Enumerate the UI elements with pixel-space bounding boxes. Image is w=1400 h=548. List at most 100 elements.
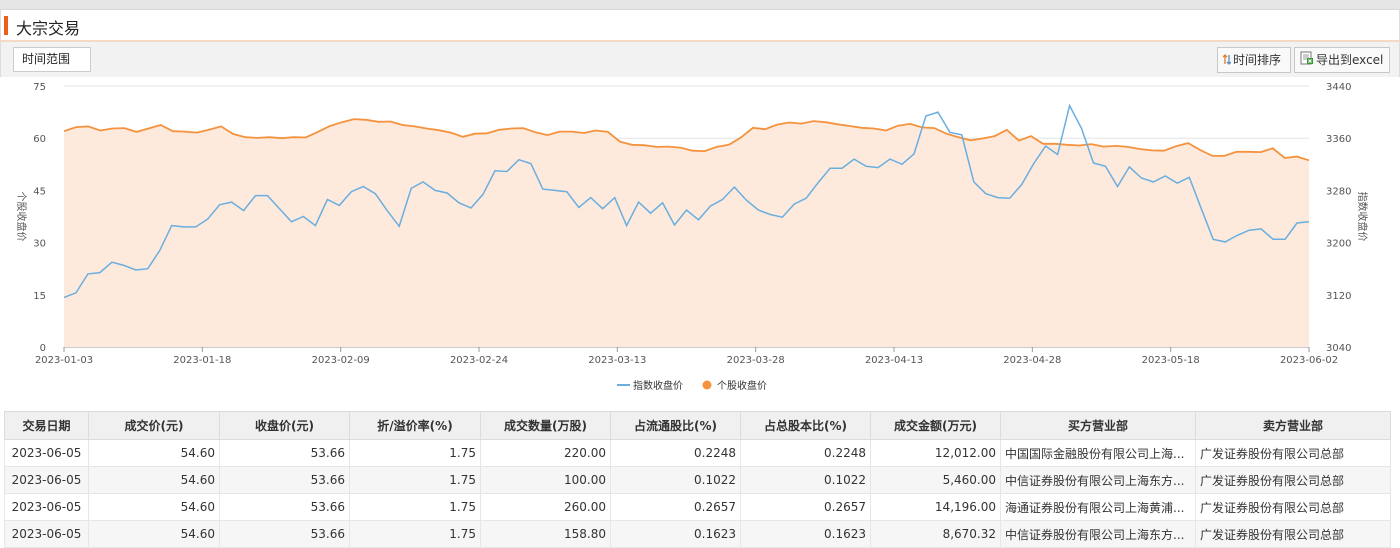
col-trade-date[interactable]: 交易日期 <box>4 411 89 440</box>
cell-total-ratio: 0.2657 <box>740 493 871 521</box>
cell-seller: 广发证券股份有限公司总部 <box>1195 520 1391 548</box>
x-tick-label: 2023-03-28 <box>727 355 785 366</box>
col-total-ratio[interactable]: 占总股本比(%) <box>740 411 871 440</box>
index-close-line <box>63 103 1310 299</box>
x-tick-label: 2023-02-24 <box>450 355 508 366</box>
cell-trade-date: 2023-06-05 <box>4 493 89 521</box>
cell-trade-price: 54.60 <box>88 466 220 494</box>
cell-close-price: 53.66 <box>219 520 350 548</box>
excel-icon <box>1300 49 1314 73</box>
cell-total-ratio: 0.1623 <box>740 520 871 548</box>
y-left-tick-label: 45 <box>33 186 46 197</box>
legend-stock-label: 个股收盘价 <box>717 379 767 392</box>
col-premium-rate[interactable]: 折/溢价率(%) <box>349 411 481 440</box>
x-tick-label: 2023-01-03 <box>35 355 93 366</box>
cell-volume: 158.80 <box>480 520 611 548</box>
col-float-ratio[interactable]: 占流通股比(%) <box>610 411 741 440</box>
x-tick-label: 2023-01-18 <box>173 355 231 366</box>
cell-total-ratio: 0.1022 <box>740 466 871 494</box>
col-close-price[interactable]: 收盘价(元) <box>219 411 350 440</box>
table-row[interactable]: 2023-06-05 54.60 53.66 1.75 158.80 0.162… <box>4 520 1391 548</box>
cell-close-price: 53.66 <box>219 493 350 521</box>
cell-total-ratio: 0.2248 <box>740 439 871 467</box>
stock-close-line <box>63 118 1310 162</box>
title-accent-bar <box>4 16 8 35</box>
cell-amount: 14,196.00 <box>870 493 1001 521</box>
cell-trade-date: 2023-06-05 <box>4 439 89 467</box>
y-left-tick-label: 15 <box>33 291 46 302</box>
cell-amount: 12,012.00 <box>870 439 1001 467</box>
cell-close-price: 53.66 <box>219 466 350 494</box>
cell-amount: 8,670.32 <box>870 520 1001 548</box>
cell-float-ratio: 0.2248 <box>610 439 741 467</box>
table-row[interactable]: 2023-06-05 54.60 53.66 1.75 260.00 0.265… <box>4 493 1391 521</box>
block-trade-table: 交易日期 成交价(元) 收盘价(元) 折/溢价率(%) 成交数量(万股) 占流通… <box>4 411 1391 548</box>
stock-area-fill <box>64 119 1309 347</box>
col-seller[interactable]: 卖方营业部 <box>1195 411 1391 440</box>
cell-seller: 广发证券股份有限公司总部 <box>1195 466 1391 494</box>
col-volume[interactable]: 成交数量(万股) <box>480 411 611 440</box>
y-right-tick-label: 3360 <box>1326 134 1351 145</box>
x-tick-label: 2023-03-13 <box>588 355 646 366</box>
cell-buyer: 中信证券股份有限公司上海东方... <box>1000 520 1196 548</box>
y-left-tick-label: 30 <box>33 239 46 250</box>
top-border <box>0 0 1400 10</box>
col-buyer[interactable]: 买方营业部 <box>1000 411 1196 440</box>
cell-buyer: 中国国际金融股份有限公司上海... <box>1000 439 1196 467</box>
cell-volume: 100.00 <box>480 466 611 494</box>
y-left-tick-label: 60 <box>33 134 46 145</box>
chart-svg: 0 15 30 45 60 75 3040 3120 3200 3280 3360 3440 个股收盘价… <box>15 82 1369 392</box>
cell-volume: 220.00 <box>480 439 611 467</box>
y-left-tick-label: 75 <box>33 82 46 93</box>
cell-trade-price: 54.60 <box>88 439 220 467</box>
price-chart: 0 15 30 45 60 75 3040 3120 3200 3280 3360 3440 个股收盘价… <box>0 77 1400 407</box>
cell-premium-rate: 1.75 <box>349 520 481 548</box>
cell-seller: 广发证券股份有限公司总部 <box>1195 493 1391 521</box>
x-tick-label: 2023-04-28 <box>1003 355 1061 366</box>
cell-trade-price: 54.60 <box>88 520 220 548</box>
y-right-tick-label: 3120 <box>1326 291 1351 302</box>
col-trade-price[interactable]: 成交价(元) <box>88 411 220 440</box>
export-excel-label: 导出到excel <box>1316 53 1384 67</box>
col-amount[interactable]: 成交金额(万元) <box>870 411 1001 440</box>
x-tick-label: 2023-04-13 <box>865 355 923 366</box>
section-title: 大宗交易 <box>16 19 81 38</box>
cell-amount: 5,460.00 <box>870 466 1001 494</box>
y-left-tick-label: 0 <box>40 343 46 354</box>
table-row[interactable]: 2023-06-05 54.60 53.66 1.75 100.00 0.102… <box>4 466 1391 494</box>
table-row[interactable]: 2023-06-05 54.60 53.66 1.75 220.00 0.224… <box>4 439 1391 467</box>
cell-trade-price: 54.60 <box>88 493 220 521</box>
cell-trade-date: 2023-06-05 <box>4 520 89 548</box>
time-range-button[interactable]: 时间范围 <box>13 47 91 72</box>
y-right-tick-label: 3440 <box>1326 82 1351 93</box>
sort-arrows-icon <box>1222 49 1232 73</box>
y-right-tick-label: 3200 <box>1326 239 1351 250</box>
cell-close-price: 53.66 <box>219 439 350 467</box>
cell-float-ratio: 0.1022 <box>610 466 741 494</box>
y-right-tick-label: 3040 <box>1326 343 1351 354</box>
legend-stock-swatch <box>702 380 712 390</box>
cell-seller: 广发证券股份有限公司总部 <box>1195 439 1391 467</box>
toolbar: 时间范围 时间排序 导出到excel <box>0 42 1400 77</box>
export-excel-button[interactable]: 导出到excel <box>1294 47 1390 73</box>
cell-premium-rate: 1.75 <box>349 439 481 467</box>
cell-float-ratio: 0.2657 <box>610 493 741 521</box>
section-header: 大宗交易 <box>0 10 1400 42</box>
x-tick-label: 2023-06-02 <box>1280 355 1338 366</box>
cell-trade-date: 2023-06-05 <box>4 466 89 494</box>
time-sort-button[interactable]: 时间排序 <box>1217 47 1291 73</box>
cell-buyer: 中信证券股份有限公司上海东方... <box>1000 466 1196 494</box>
y-right-axis-title: 指数收盘价 <box>1356 192 1369 242</box>
legend-index-label: 指数收盘价 <box>633 379 683 392</box>
x-tick-label: 2023-02-09 <box>312 355 370 366</box>
y-right-tick-label: 3280 <box>1326 186 1351 197</box>
y-left-axis-title: 个股收盘价 <box>15 192 28 242</box>
cell-premium-rate: 1.75 <box>349 466 481 494</box>
x-tick-label: 2023-05-18 <box>1142 355 1200 366</box>
cell-float-ratio: 0.1623 <box>610 520 741 548</box>
cell-buyer: 海通证券股份有限公司上海黄浦... <box>1000 493 1196 521</box>
cell-volume: 260.00 <box>480 493 611 521</box>
time-sort-label: 时间排序 <box>1233 53 1282 67</box>
table-header-row: 交易日期 成交价(元) 收盘价(元) 折/溢价率(%) 成交数量(万股) 占流通… <box>4 411 1391 440</box>
cell-premium-rate: 1.75 <box>349 493 481 521</box>
